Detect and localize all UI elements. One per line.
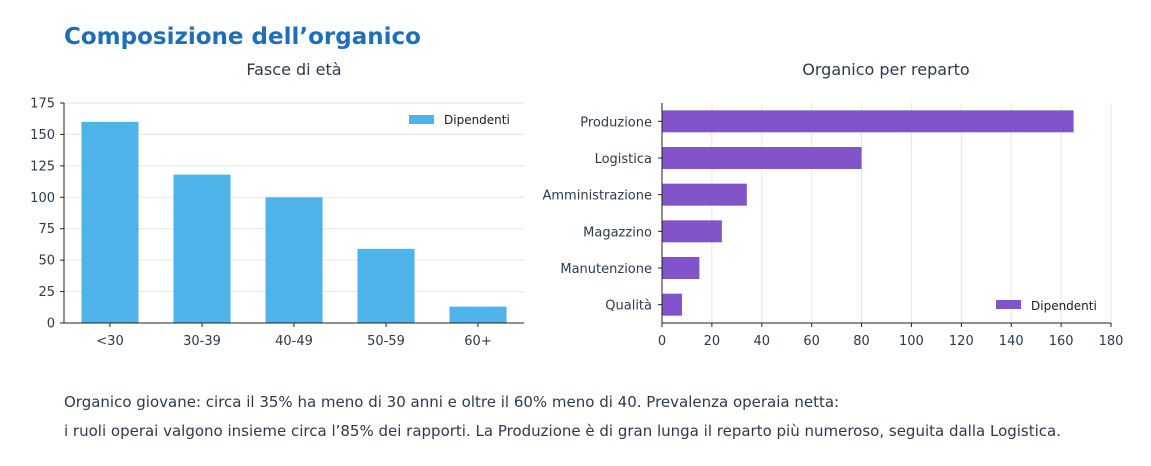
age-y-tick-label: 125 <box>30 159 55 174</box>
dept-x-tick-label: 0 <box>658 334 666 349</box>
dept-chart-legend: Dipendenti <box>996 299 1097 313</box>
age-chart-legend: Dipendenti <box>409 113 510 127</box>
dept-x-tick-label: 60 <box>803 334 820 349</box>
age-y-tick-label: 75 <box>38 222 55 237</box>
dept-chart-x-ticks: 0 20 40 60 80 100 120 140 160 180 <box>658 323 1124 349</box>
dept-y-tick-label: Logistica <box>595 152 652 167</box>
age-y-tick-label: 175 <box>30 97 55 112</box>
age-x-tick-label: 60+ <box>464 334 491 349</box>
dept-legend-swatch <box>996 300 1021 309</box>
dept-chart-axes <box>661 103 1111 324</box>
age-legend-label: Dipendenti <box>444 113 510 127</box>
age-chart-title: Fasce di età <box>246 60 341 79</box>
age-bar <box>449 306 507 323</box>
dept-bar <box>662 220 722 243</box>
dept-legend-label: Dipendenti <box>1031 299 1097 313</box>
dept-chart-title: Organico per reparto <box>802 60 969 79</box>
dept-x-tick-label: 120 <box>949 334 974 349</box>
dept-x-tick-label: 180 <box>1099 334 1124 349</box>
dept-bar <box>662 147 862 169</box>
caption-line-1: Organico giovane: circa il 35% ha meno d… <box>64 393 840 411</box>
dept-chart: Organico per reparto 0 20 40 60 80 100 120 140 1… <box>543 60 1124 349</box>
charts-canvas: Fasce di età 0 25 50 75 100 125 150 175 <30 30-3… <box>30 60 1124 349</box>
dept-bar <box>662 110 1074 133</box>
age-x-tick-label: 50-59 <box>367 334 405 349</box>
caption-line-2: i ruoli operai valgono insieme circa l’8… <box>64 422 1062 440</box>
dept-bar <box>662 293 682 316</box>
age-x-tick-label: <30 <box>96 334 123 349</box>
age-chart: Fasce di età 0 25 50 75 100 125 150 175 <30 30-3… <box>30 60 524 349</box>
dept-x-tick-label: 20 <box>704 334 721 349</box>
dept-bar <box>662 257 700 279</box>
age-bar <box>265 197 323 323</box>
age-legend-swatch <box>409 115 434 124</box>
dept-y-tick-label: Amministrazione <box>543 189 653 204</box>
age-x-tick-label: 30-39 <box>183 334 221 349</box>
dept-y-tick-label: Qualità <box>605 299 652 314</box>
dept-x-tick-label: 160 <box>1049 334 1074 349</box>
age-bar <box>357 248 415 323</box>
age-bar <box>173 174 231 323</box>
dept-chart-bars <box>662 110 1074 316</box>
age-y-tick-label: 150 <box>30 128 55 143</box>
age-y-tick-label: 0 <box>47 317 55 332</box>
dept-y-tick-label: Produzione <box>580 115 652 130</box>
age-y-tick-label: 100 <box>30 191 55 206</box>
dept-x-tick-label: 40 <box>754 334 771 349</box>
dept-x-tick-label: 100 <box>899 334 924 349</box>
dept-y-tick-label: Magazzino <box>583 225 652 240</box>
age-chart-bars <box>81 121 507 323</box>
age-chart-y-ticks: 0 25 50 75 100 125 150 175 <box>30 97 64 332</box>
dept-x-tick-label: 80 <box>853 334 870 349</box>
dept-bar <box>662 183 747 206</box>
age-x-tick-label: 40-49 <box>275 334 313 349</box>
age-bar <box>81 121 139 323</box>
age-chart-x-ticks: <30 30-39 40-49 50-59 60+ <box>96 323 492 349</box>
age-y-tick-label: 50 <box>38 254 55 269</box>
dept-x-tick-label: 140 <box>999 334 1024 349</box>
age-y-tick-label: 25 <box>38 285 55 300</box>
page-title: Composizione dell’organico <box>64 24 421 50</box>
dept-y-tick-label: Manutenzione <box>560 262 652 277</box>
dept-chart-grid <box>711 103 1112 323</box>
dept-chart-y-ticks: Produzione Logistica Amministrazione Magazz… <box>543 115 662 314</box>
